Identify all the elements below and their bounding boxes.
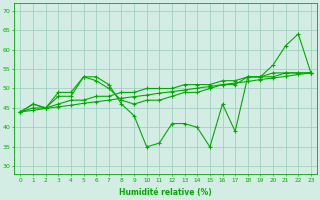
X-axis label: Humidité relative (%): Humidité relative (%) bbox=[119, 188, 212, 197]
